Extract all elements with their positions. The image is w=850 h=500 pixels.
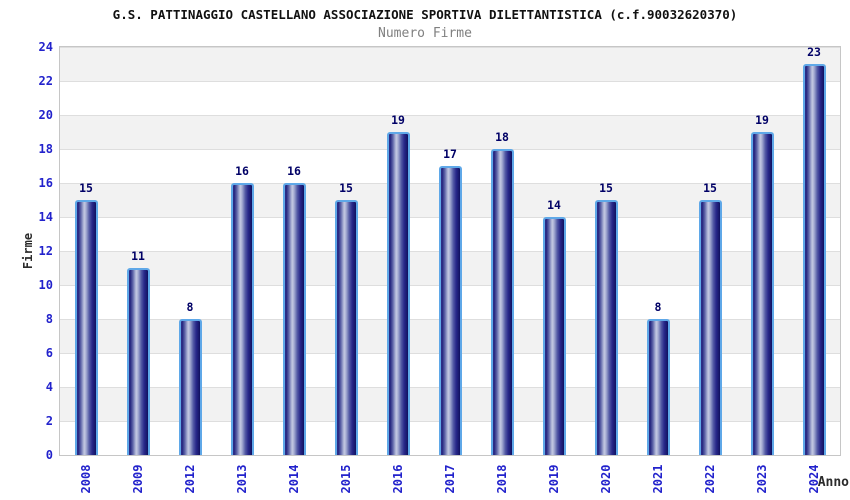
bar bbox=[594, 200, 618, 455]
y-tick-label: 20 bbox=[38, 108, 53, 122]
x-tick-label: 2022 bbox=[703, 464, 717, 494]
bar-value-label: 16 bbox=[287, 164, 301, 178]
y-tick-label: 16 bbox=[38, 176, 53, 190]
x-tick-label: 2013 bbox=[235, 464, 249, 494]
bar bbox=[646, 319, 670, 455]
y-tick-label: 6 bbox=[45, 346, 53, 360]
bar-value-label: 17 bbox=[443, 147, 457, 161]
x-tick-label: 2016 bbox=[391, 464, 405, 494]
y-tick-label: 2 bbox=[45, 414, 53, 428]
bar bbox=[230, 183, 254, 455]
bar bbox=[490, 149, 514, 455]
x-tick-label: 2017 bbox=[443, 464, 457, 494]
y-tick-label: 10 bbox=[38, 278, 53, 292]
bar bbox=[802, 64, 826, 455]
bar bbox=[542, 217, 566, 455]
x-tick-label: 2012 bbox=[183, 464, 197, 494]
x-tick-label: 2014 bbox=[287, 464, 301, 494]
bar bbox=[698, 200, 722, 455]
y-tick-label: 22 bbox=[38, 74, 53, 88]
x-tick-label: 2009 bbox=[131, 464, 145, 494]
x-tick-label: 2015 bbox=[339, 464, 353, 494]
x-tick-label: 2008 bbox=[79, 464, 93, 494]
bar-value-label: 15 bbox=[599, 181, 613, 195]
chart-subtitle: Numero Firme bbox=[378, 26, 472, 41]
x-axis-label: Anno bbox=[817, 475, 849, 490]
bar-value-label: 19 bbox=[391, 113, 405, 127]
y-tick-label: 14 bbox=[38, 210, 53, 224]
y-tick-label: 8 bbox=[45, 312, 53, 326]
plot-area: 15 11 8 16 16 15 19 17 18 14 15 8 15 19 23 bbox=[59, 45, 841, 456]
bar-value-label: 11 bbox=[131, 249, 145, 263]
bar-value-label: 8 bbox=[654, 300, 662, 314]
bar-value-label: 14 bbox=[547, 198, 561, 212]
chart-title: G.S. PATTINAGGIO CASTELLANO ASSOCIAZIONE… bbox=[112, 7, 738, 22]
bar bbox=[74, 200, 98, 455]
bar-value-label: 8 bbox=[186, 300, 194, 314]
bar bbox=[178, 319, 202, 455]
x-tick-label: 2018 bbox=[495, 464, 509, 494]
x-tick-label: 2021 bbox=[651, 464, 665, 494]
y-tick-label: 4 bbox=[45, 380, 53, 394]
bar bbox=[386, 132, 410, 455]
bar bbox=[438, 166, 462, 455]
bar-value-label: 15 bbox=[703, 181, 717, 195]
x-tick-label: 2020 bbox=[599, 464, 613, 494]
y-tick-label: 18 bbox=[38, 142, 53, 156]
bar bbox=[126, 268, 150, 455]
x-tick-label: 2023 bbox=[755, 464, 769, 494]
bar bbox=[282, 183, 306, 455]
y-tick-label: 0 bbox=[45, 448, 53, 462]
y-tick-label: 12 bbox=[38, 244, 53, 258]
bar-value-label: 18 bbox=[495, 130, 509, 144]
bar bbox=[750, 132, 774, 455]
y-tick-label: 24 bbox=[38, 40, 53, 54]
bar-value-label: 16 bbox=[235, 164, 249, 178]
bar bbox=[334, 200, 358, 455]
bar-value-label: 19 bbox=[755, 113, 769, 127]
bar-value-label: 15 bbox=[79, 181, 93, 195]
x-tick-label: 2019 bbox=[547, 464, 561, 494]
bar-value-label: 23 bbox=[807, 45, 821, 59]
bar-value-label: 15 bbox=[339, 181, 353, 195]
